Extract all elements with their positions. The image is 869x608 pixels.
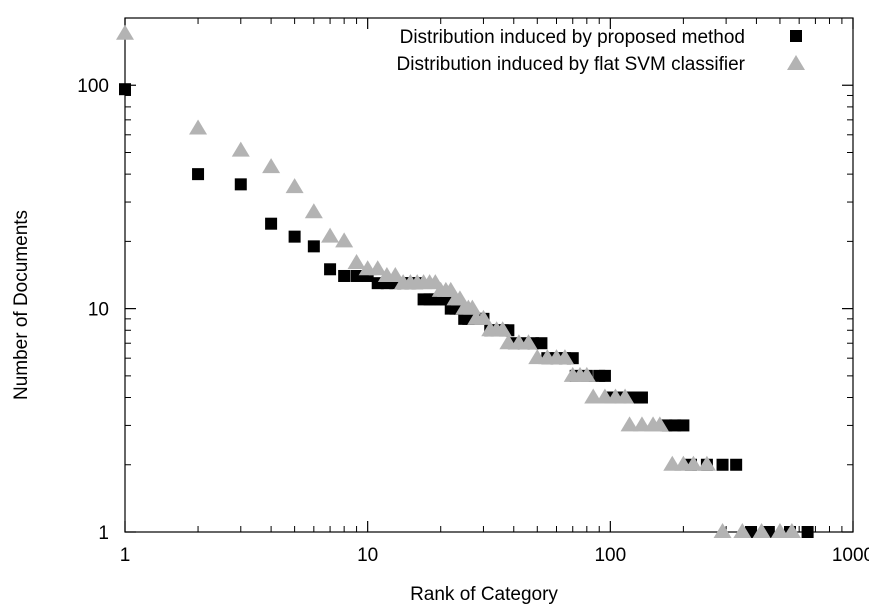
data-point-triangle [616, 388, 635, 404]
data-point-triangle [231, 141, 250, 157]
data-point-triangle [321, 227, 340, 243]
data-point-triangle [189, 119, 208, 135]
data-point-square [677, 419, 690, 432]
data-point-triangle [697, 455, 716, 471]
y-tick-label: 100 [77, 76, 109, 97]
data-point-triangle [463, 299, 482, 315]
legend-label: Distribution induced by flat SVM classif… [397, 54, 746, 75]
data-point-triangle [519, 334, 538, 350]
data-point-square [307, 240, 320, 253]
y-axis-title: Number of Documents [11, 210, 32, 400]
data-point-triangle [752, 523, 771, 538]
data-point-triangle [770, 523, 789, 538]
data-point-square [288, 230, 301, 243]
data-point-square [635, 391, 648, 404]
data-point-triangle [474, 309, 493, 325]
data-point-triangle [262, 158, 281, 174]
data-point-square [801, 526, 814, 538]
data-point-triangle [555, 349, 574, 365]
data-point-triangle [347, 254, 366, 270]
data-point-square [338, 269, 351, 282]
legend-marker-square [790, 30, 802, 42]
data-point-triangle [335, 232, 354, 248]
x-tick-label: 100 [594, 545, 626, 566]
data-point-triangle [285, 178, 304, 194]
data-point-triangle [782, 523, 801, 538]
y-tick-label: 10 [88, 300, 109, 321]
data-point-triangle [650, 416, 669, 432]
data-point-square [598, 369, 611, 382]
data-point-triangle [386, 266, 405, 282]
y-tick-label: 1 [98, 523, 109, 544]
data-point-triangle [733, 523, 752, 538]
data-point-square [535, 337, 548, 350]
series-flat-svm [116, 24, 801, 538]
data-point-triangle [116, 24, 134, 40]
x-tick-label: 1 [120, 545, 131, 566]
plot-frame-layer [124, 17, 854, 533]
data-point-triangle [368, 260, 387, 276]
data-point-triangle [304, 203, 323, 219]
data-point-square [324, 263, 337, 276]
data-point-square [730, 458, 743, 471]
data-point-triangle [713, 523, 732, 538]
data-point-square [119, 83, 131, 96]
ticks-layer: 1 10 100 1000 1 10 100 [77, 17, 869, 566]
data-point-triangle [584, 388, 603, 404]
data-point-triangle [577, 366, 596, 382]
x-tick-label: 1000 [832, 545, 869, 566]
data-point-square [192, 168, 205, 181]
plot-frame [124, 17, 854, 533]
data-point-square [265, 217, 278, 230]
data-point-triangle [684, 455, 703, 471]
data-point-triangle [493, 321, 512, 337]
data-point-square [350, 269, 363, 282]
legend-marker-triangle [787, 55, 805, 70]
x-axis-title: Rank of Category [410, 584, 558, 605]
legend: Distribution induced by proposed method D… [397, 27, 805, 75]
data-point-square [234, 178, 247, 191]
x-tick-label: 10 [357, 545, 378, 566]
data-point-triangle [620, 416, 639, 432]
legend-label: Distribution induced by proposed method [400, 27, 745, 48]
data-point-square [716, 458, 729, 471]
series-layer [116, 24, 814, 538]
